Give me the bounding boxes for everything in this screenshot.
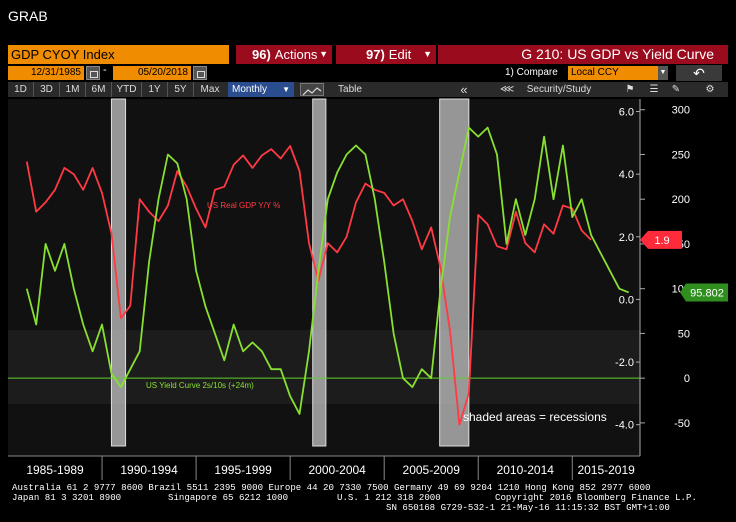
gdp-series-line	[25, 145, 592, 426]
currency-value: Local CCY	[571, 67, 619, 78]
app-title: GRAB	[8, 8, 48, 24]
chevron-down-icon: ▼	[423, 49, 432, 59]
legend-icon[interactable]: ☰	[649, 84, 659, 95]
chevron-down-icon: ▼	[658, 66, 668, 80]
undo-icon: ↶	[693, 65, 705, 81]
left-axis-label: 4.0	[619, 169, 634, 181]
x-axis-label: 1985-1989	[26, 463, 84, 477]
period-max[interactable]: Max	[200, 84, 220, 95]
period-3d[interactable]: 3D	[34, 82, 60, 97]
gdp-series-label: US Real GDP Y/Y %	[207, 201, 280, 210]
yield-series-label: US Yield Curve 2s/10s (+24m)	[146, 381, 254, 390]
x-axis-label: 1995-1999	[214, 463, 272, 477]
frequency-select[interactable]: Monthly ▼	[228, 82, 294, 97]
right-axis-label: 50	[678, 328, 690, 340]
period-1y[interactable]: 1Y	[142, 82, 168, 97]
x-axis-label: 2005-2009	[403, 463, 461, 477]
end-date-field[interactable]: 05/20/2018	[113, 66, 191, 80]
actions-number: 96)	[252, 47, 271, 62]
x-axis-label: 2000-2004	[308, 463, 366, 477]
flag-icon[interactable]: ⚑	[625, 84, 635, 95]
collapse-button[interactable]: «	[460, 82, 468, 97]
chart-title: G 210: US GDP vs Yield Curve	[438, 45, 728, 64]
x-axis-label: 1990-1994	[120, 463, 178, 477]
left-axis-label: 6.0	[619, 107, 634, 119]
right-axis-label: 300	[672, 105, 690, 117]
left-axis-label: 0.0	[619, 294, 634, 306]
actions-button[interactable]: 96) Actions ▼	[236, 45, 332, 64]
right-axis-label: -50	[674, 418, 690, 430]
right-axis-label: 200	[672, 194, 690, 206]
yield-last-value: 95.802	[690, 287, 724, 299]
start-date-field[interactable]: 12/31/1985	[8, 66, 84, 80]
compare-label[interactable]: 1) Compare	[505, 67, 558, 78]
calendar-icon[interactable]	[193, 66, 207, 80]
x-axis-label: 2015-2019	[577, 463, 635, 477]
undo-button[interactable]: ↶	[676, 65, 722, 81]
edit-button[interactable]: 97) Edit ▼	[336, 45, 436, 64]
period-ytd[interactable]: YTD	[112, 82, 142, 97]
frequency-value: Monthly	[232, 84, 268, 95]
gdp-last-value: 1.9	[654, 235, 669, 247]
period-1d[interactable]: 1D	[8, 82, 34, 97]
currency-select[interactable]: Local CCY ▼	[568, 66, 668, 80]
security-study-button[interactable]: Security/Study	[526, 84, 592, 95]
table-button[interactable]: Table	[338, 84, 362, 95]
gear-icon[interactable]: ⚙	[705, 84, 715, 95]
left-axis-label: -2.0	[615, 357, 634, 369]
period-6m[interactable]: 6M	[86, 82, 112, 97]
toolbar	[8, 82, 728, 97]
period-1m[interactable]: 1M	[60, 82, 86, 97]
right-axis-label: 250	[672, 149, 690, 161]
calendar-icon[interactable]	[86, 66, 100, 80]
chevron-down-icon: ▼	[282, 85, 290, 94]
yield-curve-series-line	[25, 126, 630, 415]
yield-last-value-badge	[680, 283, 728, 302]
period-5y[interactable]: 5Y	[168, 82, 194, 97]
gdp-last-value-badge	[640, 230, 682, 249]
date-separator: -	[103, 64, 107, 76]
recession-band	[110, 98, 127, 447]
left-axis-label: 2.0	[619, 232, 634, 244]
chevron-down-icon: ▼	[319, 49, 328, 59]
edit-icon[interactable]: ✎	[671, 84, 681, 95]
right-axis-label: 0	[684, 373, 690, 385]
line-chart-icon[interactable]	[300, 83, 324, 96]
edit-label: Edit	[388, 47, 412, 62]
actions-label: Actions	[274, 47, 318, 62]
ticker-field[interactable]: GDP CYOY Index	[8, 45, 229, 64]
recession-band	[312, 98, 327, 447]
security-study-icon: ⋘	[500, 84, 515, 95]
x-axis-label: 2010-2014	[497, 463, 555, 477]
recession-note: shaded areas = recessions	[463, 410, 607, 424]
left-axis-label: -4.0	[615, 420, 634, 432]
edit-number: 97)	[366, 47, 385, 62]
recession-band	[439, 98, 470, 447]
